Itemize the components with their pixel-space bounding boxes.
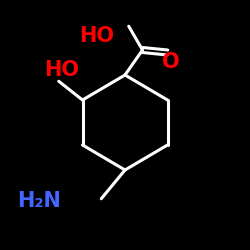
Text: HO: HO (79, 26, 114, 46)
Text: H₂N: H₂N (17, 191, 61, 211)
Text: O: O (162, 52, 180, 72)
Text: HO: HO (44, 60, 79, 80)
